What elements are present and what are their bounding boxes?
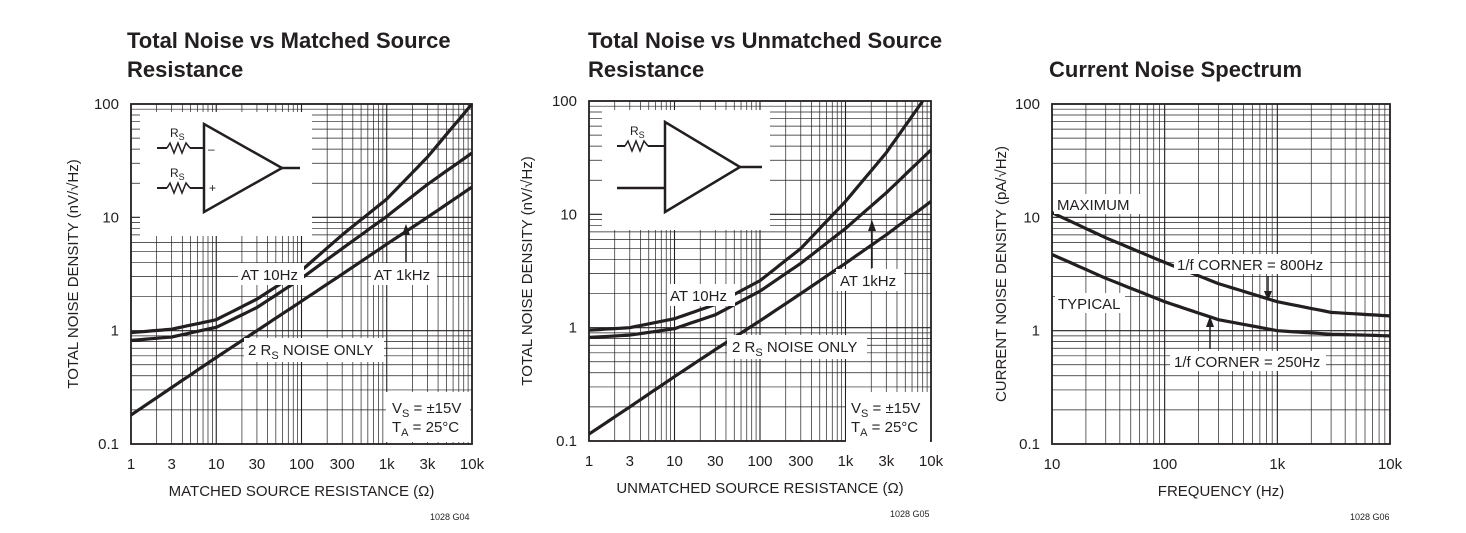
chart-title-line2: Resistance bbox=[588, 57, 704, 82]
conditions-box: VS = ±15V TA = 25°C bbox=[386, 392, 470, 442]
label-typical: TYPICAL bbox=[1055, 293, 1125, 313]
svg-text:2 RS NOISE ONLY: 2 RS NOISE ONLY bbox=[732, 339, 857, 359]
figure-code: 1028 G06 bbox=[1350, 512, 1390, 522]
svg-text:TA = 25°C: TA = 25°C bbox=[392, 419, 459, 439]
series-line bbox=[588, 100, 925, 332]
label-corner-800hz: 1/f CORNER = 800Hz bbox=[1174, 254, 1330, 301]
matched-noise-chart: Total Noise vs Matched Source Resistance… bbox=[65, 28, 485, 522]
x-tick-label: 10k bbox=[460, 456, 485, 473]
x-tick-label: 10k bbox=[1378, 456, 1403, 473]
label-corner-250hz: 1/f CORNER = 250Hz bbox=[1170, 316, 1326, 371]
figure-code: 1028 G05 bbox=[890, 509, 930, 519]
resistor-label: RS bbox=[170, 166, 185, 182]
label-at-1khz: AT 1kHz bbox=[836, 220, 904, 291]
resistor-label: RS bbox=[630, 124, 645, 140]
current-noise-chart: Current Noise Spectrum 10 100 1k 10k0.11101… bbox=[993, 57, 1403, 522]
x-tick-label: 10 bbox=[1044, 456, 1061, 473]
svg-text:VS = ±15V: VS = ±15V bbox=[851, 400, 920, 420]
x-tick-label: 300 bbox=[788, 453, 813, 470]
svg-text:AT 10Hz: AT 10Hz bbox=[670, 288, 727, 305]
label-rs-noise-only: 2 RS NOISE ONLY bbox=[244, 338, 384, 362]
svg-text:1/f CORNER = 250Hz: 1/f CORNER = 250Hz bbox=[1174, 354, 1320, 371]
x-axis-label: MATCHED SOURCE RESISTANCE (Ω) bbox=[169, 483, 435, 500]
svg-text:AT 1kHz: AT 1kHz bbox=[374, 267, 430, 284]
svg-text:AT 1kHz: AT 1kHz bbox=[840, 273, 896, 290]
y-tick-label: 0.1 bbox=[1019, 436, 1040, 453]
label-at-1khz: AT 1kHz bbox=[371, 224, 437, 285]
y-tick-label: 1 bbox=[569, 320, 577, 337]
y-tick-label: 0.1 bbox=[98, 436, 119, 453]
chart-panel-matched: Total Noise vs Matched Source Resistance… bbox=[0, 0, 490, 533]
x-axis-label: UNMATCHED SOURCE RESISTANCE (Ω) bbox=[616, 480, 903, 497]
y-tick-label: 100 bbox=[552, 93, 577, 110]
x-tick-label: 10k bbox=[919, 453, 944, 470]
y-tick-label: 10 bbox=[560, 206, 577, 223]
series-line bbox=[1051, 211, 1391, 318]
y-axis-label: CURRENT NOISE DENSITY (pA/√Hz) bbox=[993, 146, 1010, 402]
x-tick-label: 100 bbox=[289, 456, 314, 473]
svg-text:1/f CORNER = 800Hz: 1/f CORNER = 800Hz bbox=[1177, 257, 1323, 274]
x-tick-label: 3k bbox=[420, 456, 436, 473]
chart-panel-current-noise: Current Noise Spectrum 10 100 1k 10k 0.1 1 10 1… bbox=[970, 0, 1466, 533]
plot-frame bbox=[588, 100, 932, 442]
inverting-input-sign: – bbox=[208, 142, 215, 156]
conditions-box: VS = ±15V TA = 25°C bbox=[846, 392, 930, 442]
y-tick-label: 1 bbox=[1032, 323, 1040, 340]
label-at-10hz: AT 10Hz bbox=[667, 284, 735, 306]
x-tick-label: 1k bbox=[379, 456, 395, 473]
chart-panel-unmatched: Total Noise vs Unmatched Source Resistan… bbox=[490, 0, 970, 533]
y-tick-label: 1 bbox=[111, 323, 119, 340]
plot-area: 10 100 1k 10k 0.1 1 10 100 FREQUENCY (Hz) CURRENT… bbox=[993, 96, 1403, 500]
svg-text:AT 10Hz: AT 10Hz bbox=[241, 267, 298, 284]
noninverting-input-sign: + bbox=[209, 181, 216, 195]
x-tick-label: 3 bbox=[626, 453, 634, 470]
resistor-label: RS bbox=[170, 126, 185, 142]
x-tick-label: 1k bbox=[1269, 456, 1285, 473]
plot-frame bbox=[130, 103, 473, 445]
x-tick-label: 100 bbox=[1152, 456, 1177, 473]
x-tick-label: 10 bbox=[666, 453, 683, 470]
x-tick-label: 300 bbox=[330, 456, 355, 473]
x-tick-label: 1 bbox=[585, 453, 593, 470]
op-amp-schematic-inset: RS RS – + bbox=[140, 112, 312, 236]
y-axis-label: TOTAL NOISE DENSITY (nV/√Hz) bbox=[65, 159, 82, 388]
x-tick-label: 30 bbox=[707, 453, 724, 470]
y-tick-label: 10 bbox=[102, 209, 119, 226]
y-tick-label: 0.1 bbox=[556, 433, 577, 450]
svg-text:VS = ±15V: VS = ±15V bbox=[392, 400, 461, 420]
series-line bbox=[588, 148, 933, 339]
chart-title: Current Noise Spectrum bbox=[1049, 57, 1302, 82]
label-rs-noise-only: 2 RS NOISE ONLY bbox=[727, 335, 867, 359]
figure-code: 1028 G04 bbox=[430, 512, 470, 522]
chart-title-line2: Resistance bbox=[127, 57, 243, 82]
x-tick-label: 1k bbox=[838, 453, 854, 470]
x-tick-label: 3 bbox=[168, 456, 176, 473]
series-line bbox=[130, 185, 473, 417]
svg-text:TA = 25°C: TA = 25°C bbox=[851, 419, 918, 439]
y-axis-label: TOTAL NOISE DENSITY (nV/√Hz) bbox=[519, 156, 536, 385]
x-tick-label: 100 bbox=[747, 453, 772, 470]
svg-text:MAXIMUM: MAXIMUM bbox=[1057, 197, 1130, 214]
y-tick-label: 100 bbox=[1015, 96, 1040, 113]
y-tick-label: 100 bbox=[94, 96, 119, 113]
amplifier-schematic-inset: RS bbox=[602, 110, 770, 230]
label-maximum: MAXIMUM bbox=[1054, 194, 1140, 214]
svg-text:TYPICAL: TYPICAL bbox=[1058, 296, 1121, 313]
x-tick-label: 30 bbox=[249, 456, 266, 473]
label-at-10hz: AT 10Hz bbox=[238, 263, 304, 285]
x-tick-label: 1 bbox=[127, 456, 135, 473]
plot-frame bbox=[1051, 103, 1391, 445]
svg-text:2 RS NOISE ONLY: 2 RS NOISE ONLY bbox=[248, 342, 373, 362]
series-line bbox=[1051, 253, 1391, 338]
chart-title-line1: Total Noise vs Matched Source bbox=[127, 28, 451, 53]
chart-title-line1: Total Noise vs Unmatched Source bbox=[588, 28, 942, 53]
y-tick-label: 10 bbox=[1023, 209, 1040, 226]
x-tick-label: 10 bbox=[208, 456, 225, 473]
x-tick-label: 3k bbox=[878, 453, 894, 470]
x-axis-label: FREQUENCY (Hz) bbox=[1158, 483, 1284, 500]
unmatched-noise-chart: Total Noise vs Unmatched Source Resistan… bbox=[519, 28, 944, 519]
